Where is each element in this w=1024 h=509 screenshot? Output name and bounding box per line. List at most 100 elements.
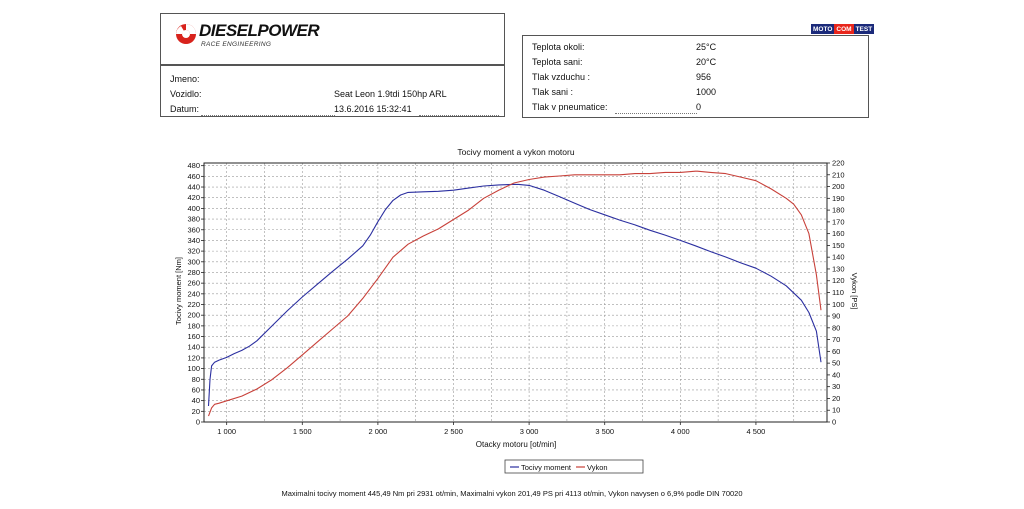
pressure-leader — [615, 113, 697, 114]
y-tick-label: 380 — [187, 215, 200, 224]
y2-tick-label: 110 — [832, 288, 844, 297]
y2-tick-label: 160 — [832, 229, 845, 238]
date-leader — [201, 115, 335, 116]
y-tick-label: 100 — [187, 364, 200, 373]
x-tick-label: 3 500 — [595, 427, 614, 436]
y-tick-label: 260 — [187, 279, 200, 288]
y2-tick-label: 100 — [832, 300, 845, 309]
y-tick-label: 120 — [187, 353, 200, 362]
legend: Tocivy moment Vykon — [504, 459, 644, 474]
y2-tick-label: 0 — [832, 418, 836, 427]
summary-footer: Maximalni tocivy moment 445,49 Nm pri 29… — [281, 489, 743, 498]
x-tick-label: 2 500 — [444, 427, 463, 436]
grid — [204, 163, 827, 423]
y2-tick-label: 190 — [832, 194, 845, 203]
y2-tick-label: 140 — [832, 253, 845, 262]
y-tick-label: 40 — [192, 396, 200, 405]
y2-tick-label: 10 — [832, 406, 840, 415]
date-value: 13.6.2016 15:32:41 — [334, 104, 412, 114]
y2-axis-label: Vykon [PS] — [850, 273, 859, 310]
y-tick-label: 340 — [187, 236, 200, 245]
legend-box — [504, 459, 644, 474]
condition-value-1: 20°C — [696, 57, 717, 67]
y2-tick-label: 220 — [832, 159, 845, 168]
y2-tick-label: 60 — [832, 347, 840, 356]
y-tick-label: 280 — [187, 268, 200, 277]
badge-part-2: COM — [834, 24, 854, 34]
x-axis-label: Otacky motoru [ot/min] — [476, 440, 556, 449]
axis-ticks: 0204060801001201401601802002202402602803… — [187, 159, 844, 437]
date-trail — [419, 115, 499, 116]
condition-label-2: Tlak vzduchu : — [532, 72, 591, 82]
chart-title: Tocivy moment a vykon motoru — [457, 147, 574, 157]
y-tick-label: 320 — [187, 247, 200, 256]
legend-label-power: Vykon — [587, 463, 608, 472]
y-tick-label: 400 — [187, 204, 200, 213]
y2-tick-label: 130 — [832, 264, 845, 273]
vehicle-info-box: Jmeno: Vozidlo: Seat Leon 1.9tdi 150hp A… — [160, 65, 505, 117]
logo-subtitle: RACE ENGINEERING — [201, 41, 272, 48]
x-tick-label: 2 000 — [369, 427, 388, 436]
torque-series-line — [207, 183, 822, 407]
condition-label-4: Tlak v pneumatice: — [532, 102, 608, 112]
y-tick-label: 20 — [192, 407, 200, 416]
y-axis-label: Tocivy moment [Nm] — [174, 257, 183, 325]
power-series-line — [207, 170, 822, 417]
plot-frame — [203, 162, 828, 423]
conditions-box: Teplota okoli: 25°C Teplota sani: 20°C T… — [522, 35, 869, 118]
y2-tick-label: 120 — [832, 276, 845, 285]
x-tick-label: 3 000 — [520, 427, 539, 436]
y-tick-label: 180 — [187, 321, 200, 330]
vehicle-label: Vozidlo: — [170, 89, 202, 99]
x-tick-label: 4 500 — [747, 427, 766, 436]
y-tick-label: 480 — [187, 161, 200, 170]
condition-label-0: Teplota okoli: — [532, 42, 585, 52]
condition-value-3: 1000 — [696, 87, 717, 97]
y2-tick-label: 210 — [832, 170, 845, 179]
badge-part-1: MOTO — [811, 24, 835, 34]
y2-tick-label: 20 — [832, 394, 840, 403]
y-tick-label: 440 — [187, 183, 200, 192]
y-tick-label: 0 — [196, 418, 200, 427]
legend-label-torque: Tocivy moment — [521, 463, 572, 472]
y2-tick-label: 80 — [832, 323, 840, 332]
y2-tick-label: 180 — [832, 206, 845, 215]
y-tick-label: 200 — [187, 311, 200, 320]
y-tick-label: 420 — [187, 193, 200, 202]
y-tick-label: 160 — [187, 332, 200, 341]
date-label: Datum: — [170, 104, 200, 114]
condition-value-2: 956 — [696, 72, 712, 82]
badge-part-3: TEST — [853, 24, 875, 34]
logo-wordmark: DIESELPOWER — [199, 21, 320, 40]
y2-tick-label: 40 — [832, 370, 840, 379]
name-label: Jmeno: — [170, 74, 200, 84]
y-tick-label: 300 — [187, 257, 200, 266]
y2-tick-label: 200 — [832, 182, 845, 191]
y-tick-label: 60 — [192, 385, 200, 394]
logo-box: DIESELPOWER RACE ENGINEERING — [160, 13, 505, 65]
y2-tick-label: 30 — [832, 382, 840, 391]
condition-label-3: Tlak sani : — [532, 87, 574, 97]
x-tick-label: 1 000 — [217, 427, 236, 436]
y2-tick-label: 150 — [832, 241, 845, 250]
y-tick-label: 220 — [187, 300, 200, 309]
dieselpower-logo-icon — [176, 24, 196, 44]
condition-value-0: 25°C — [696, 42, 717, 52]
condition-label-1: Teplota sani: — [532, 57, 583, 67]
x-tick-label: 1 500 — [293, 427, 312, 436]
vehicle-value: Seat Leon 1.9tdi 150hp ARL — [334, 89, 447, 99]
y-tick-label: 140 — [187, 343, 200, 352]
motocomtest-logo: MOTO COM TEST — [811, 24, 875, 34]
x-tick-label: 4 000 — [671, 427, 690, 436]
series-lines — [207, 170, 822, 417]
y-tick-label: 360 — [187, 225, 200, 234]
y2-tick-label: 90 — [832, 312, 840, 321]
y-tick-label: 240 — [187, 289, 200, 298]
y-tick-label: 80 — [192, 375, 200, 384]
y-tick-label: 460 — [187, 172, 200, 181]
y2-tick-label: 170 — [832, 217, 845, 226]
y2-tick-label: 50 — [832, 359, 840, 368]
y2-tick-label: 70 — [832, 335, 840, 344]
condition-value-4: 0 — [696, 102, 702, 112]
